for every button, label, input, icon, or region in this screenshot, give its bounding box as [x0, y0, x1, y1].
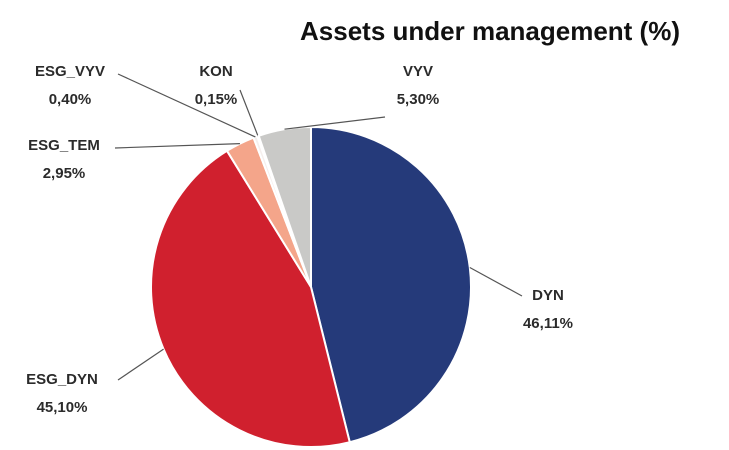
slice-label: ESG_TEM	[28, 137, 100, 154]
slice-label: ESG_DYN	[26, 371, 98, 388]
leader-line	[117, 348, 164, 381]
slice-label: VYV	[403, 63, 433, 80]
slice-value-label: 5,30%	[397, 91, 440, 108]
leader-line	[239, 89, 259, 137]
slice-label: DYN	[532, 287, 564, 304]
leader-line	[284, 116, 386, 130]
leader-line	[114, 143, 240, 149]
slice-value-label: 46,11%	[523, 315, 573, 332]
slice-label: KON	[199, 63, 232, 80]
leader-line	[117, 73, 256, 138]
slice-value-label: 45,10%	[37, 399, 88, 416]
leader-line	[469, 266, 523, 297]
slice-label: ESG_VYV	[35, 63, 105, 80]
slice-value-label: 0,15%	[195, 91, 238, 108]
slice-value-label: 0,40%	[49, 91, 92, 108]
slice-value-label: 2,95%	[43, 165, 86, 182]
chart-title: Assets under management (%)	[300, 16, 680, 46]
pie-slice	[310, 125, 472, 444]
pie-slice	[150, 149, 351, 448]
